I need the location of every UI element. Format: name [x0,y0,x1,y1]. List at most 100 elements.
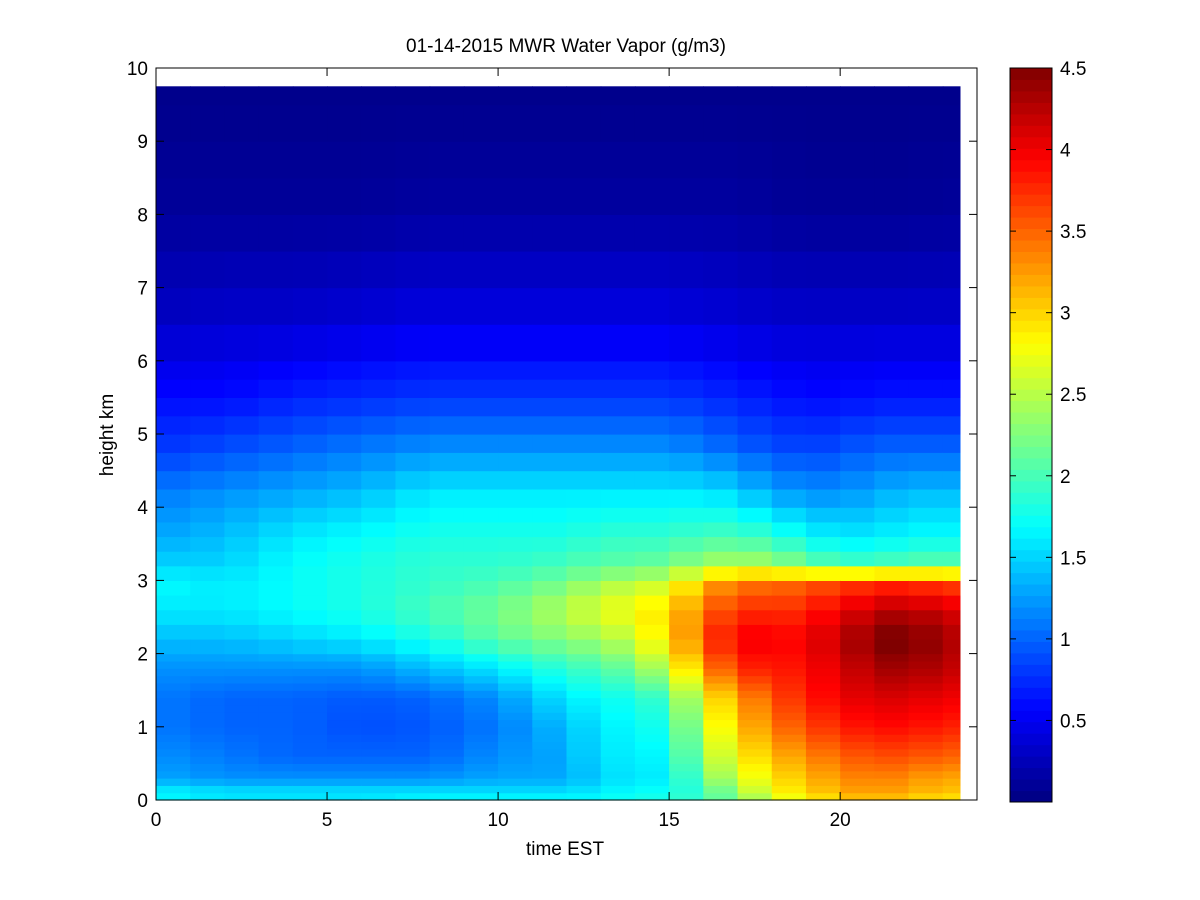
heatmap-cell [805,734,841,743]
heatmap-cell [600,415,636,435]
heatmap-cell [532,697,568,706]
heatmap-cell [566,360,602,380]
heatmap-cell [361,595,397,611]
heatmap-cell [327,668,362,677]
heatmap-cell [498,748,533,757]
colorbar-swatch [1010,492,1052,505]
heatmap-cell [395,719,431,728]
y-tick-label: 5 [137,425,148,446]
heatmap-cell [258,452,294,472]
heatmap-cell [737,638,773,655]
heatmap-cell [771,251,807,289]
heatmap-cell [224,104,260,142]
heatmap-cell [156,624,191,640]
heatmap-cell [942,360,961,380]
colorbar-swatch [1010,572,1052,585]
heatmap-cell [327,756,362,764]
heatmap-cell [771,741,807,750]
heatmap-cell [669,551,704,567]
heatmap-cell [669,668,704,677]
heatmap-cell [874,536,910,552]
heatmap-cell [942,86,961,106]
heatmap-cell [737,675,773,684]
heatmap-cell [566,756,602,764]
heatmap-cell [395,763,431,772]
heatmap-cell [292,756,328,764]
heatmap-cell [600,609,636,625]
heatmap-cell [532,251,568,289]
heatmap-cell [258,697,294,706]
heatmap-cell [669,521,704,538]
heatmap-cell [395,734,431,743]
heatmap-cell [190,792,226,801]
heatmap-cell [600,488,636,508]
heatmap-cell [600,748,636,757]
colorbar-swatch [1010,320,1052,333]
heatmap-cell [224,638,260,655]
colorbar-frame [1009,67,1053,803]
heatmap-cell [634,379,670,398]
heatmap-cell [942,251,961,289]
heatmap-cell [840,452,875,472]
heatmap-cell [395,726,431,735]
heatmap-cell [874,734,910,743]
heatmap-cell [429,690,465,699]
heatmap-cell [395,660,431,669]
heatmap-cell [566,397,602,417]
heatmap-cell [258,653,294,662]
y-tick-label: 1 [137,718,148,739]
heatmap-cell [840,177,875,215]
heatmap-cell [429,719,465,728]
heatmap-cell [292,565,328,581]
heatmap-cell [634,668,670,677]
heatmap-cell [840,660,875,669]
heatmap-cell [805,141,841,179]
heatmap-cell [292,580,328,596]
heatmap-cell [942,653,961,662]
heatmap-cell [703,770,739,779]
heatmap-cell [498,360,533,380]
heatmap-cell [292,697,328,706]
heatmap-cell [703,488,739,508]
heatmap-cell [429,104,465,142]
heatmap-cell [669,660,704,669]
heatmap-cell [463,624,499,640]
heatmap-cell [532,521,568,538]
heatmap-cell [361,452,397,472]
heatmap-cell [463,697,499,706]
heatmap-cell [224,397,260,417]
heatmap-cell [805,624,841,640]
heatmap-cell [327,324,362,362]
heatmap-cell [942,104,961,142]
heatmap-cell [703,668,739,677]
heatmap-cell [737,756,773,764]
heatmap-cell [805,452,841,472]
heatmap-cell [224,734,260,743]
heatmap-cell [463,379,499,398]
heatmap-cell [395,638,431,655]
heatmap-cell [942,756,961,764]
heatmap-cell [258,660,294,669]
heatmap-cell [498,770,533,779]
heatmap-cell [703,177,739,215]
heatmap-cell [258,682,294,691]
heatmap-cell [771,653,807,662]
heatmap-cell [703,324,739,362]
colorbar-swatch [1010,721,1052,734]
heatmap-cell [429,697,465,706]
heatmap-cell [874,697,910,706]
heatmap-cell [361,86,397,106]
heatmap-cell [600,521,636,538]
heatmap-cell [942,536,961,552]
heatmap-cell [908,470,944,490]
heatmap-cell [361,778,397,786]
heatmap-cell [361,536,397,552]
heatmap-cell [156,177,191,215]
heatmap-cell [566,251,602,289]
heatmap-cell [908,595,944,611]
heatmap-cell [634,756,670,764]
heatmap-cell [669,214,704,252]
heatmap-cell [703,785,739,794]
heatmap-cell [498,565,533,581]
